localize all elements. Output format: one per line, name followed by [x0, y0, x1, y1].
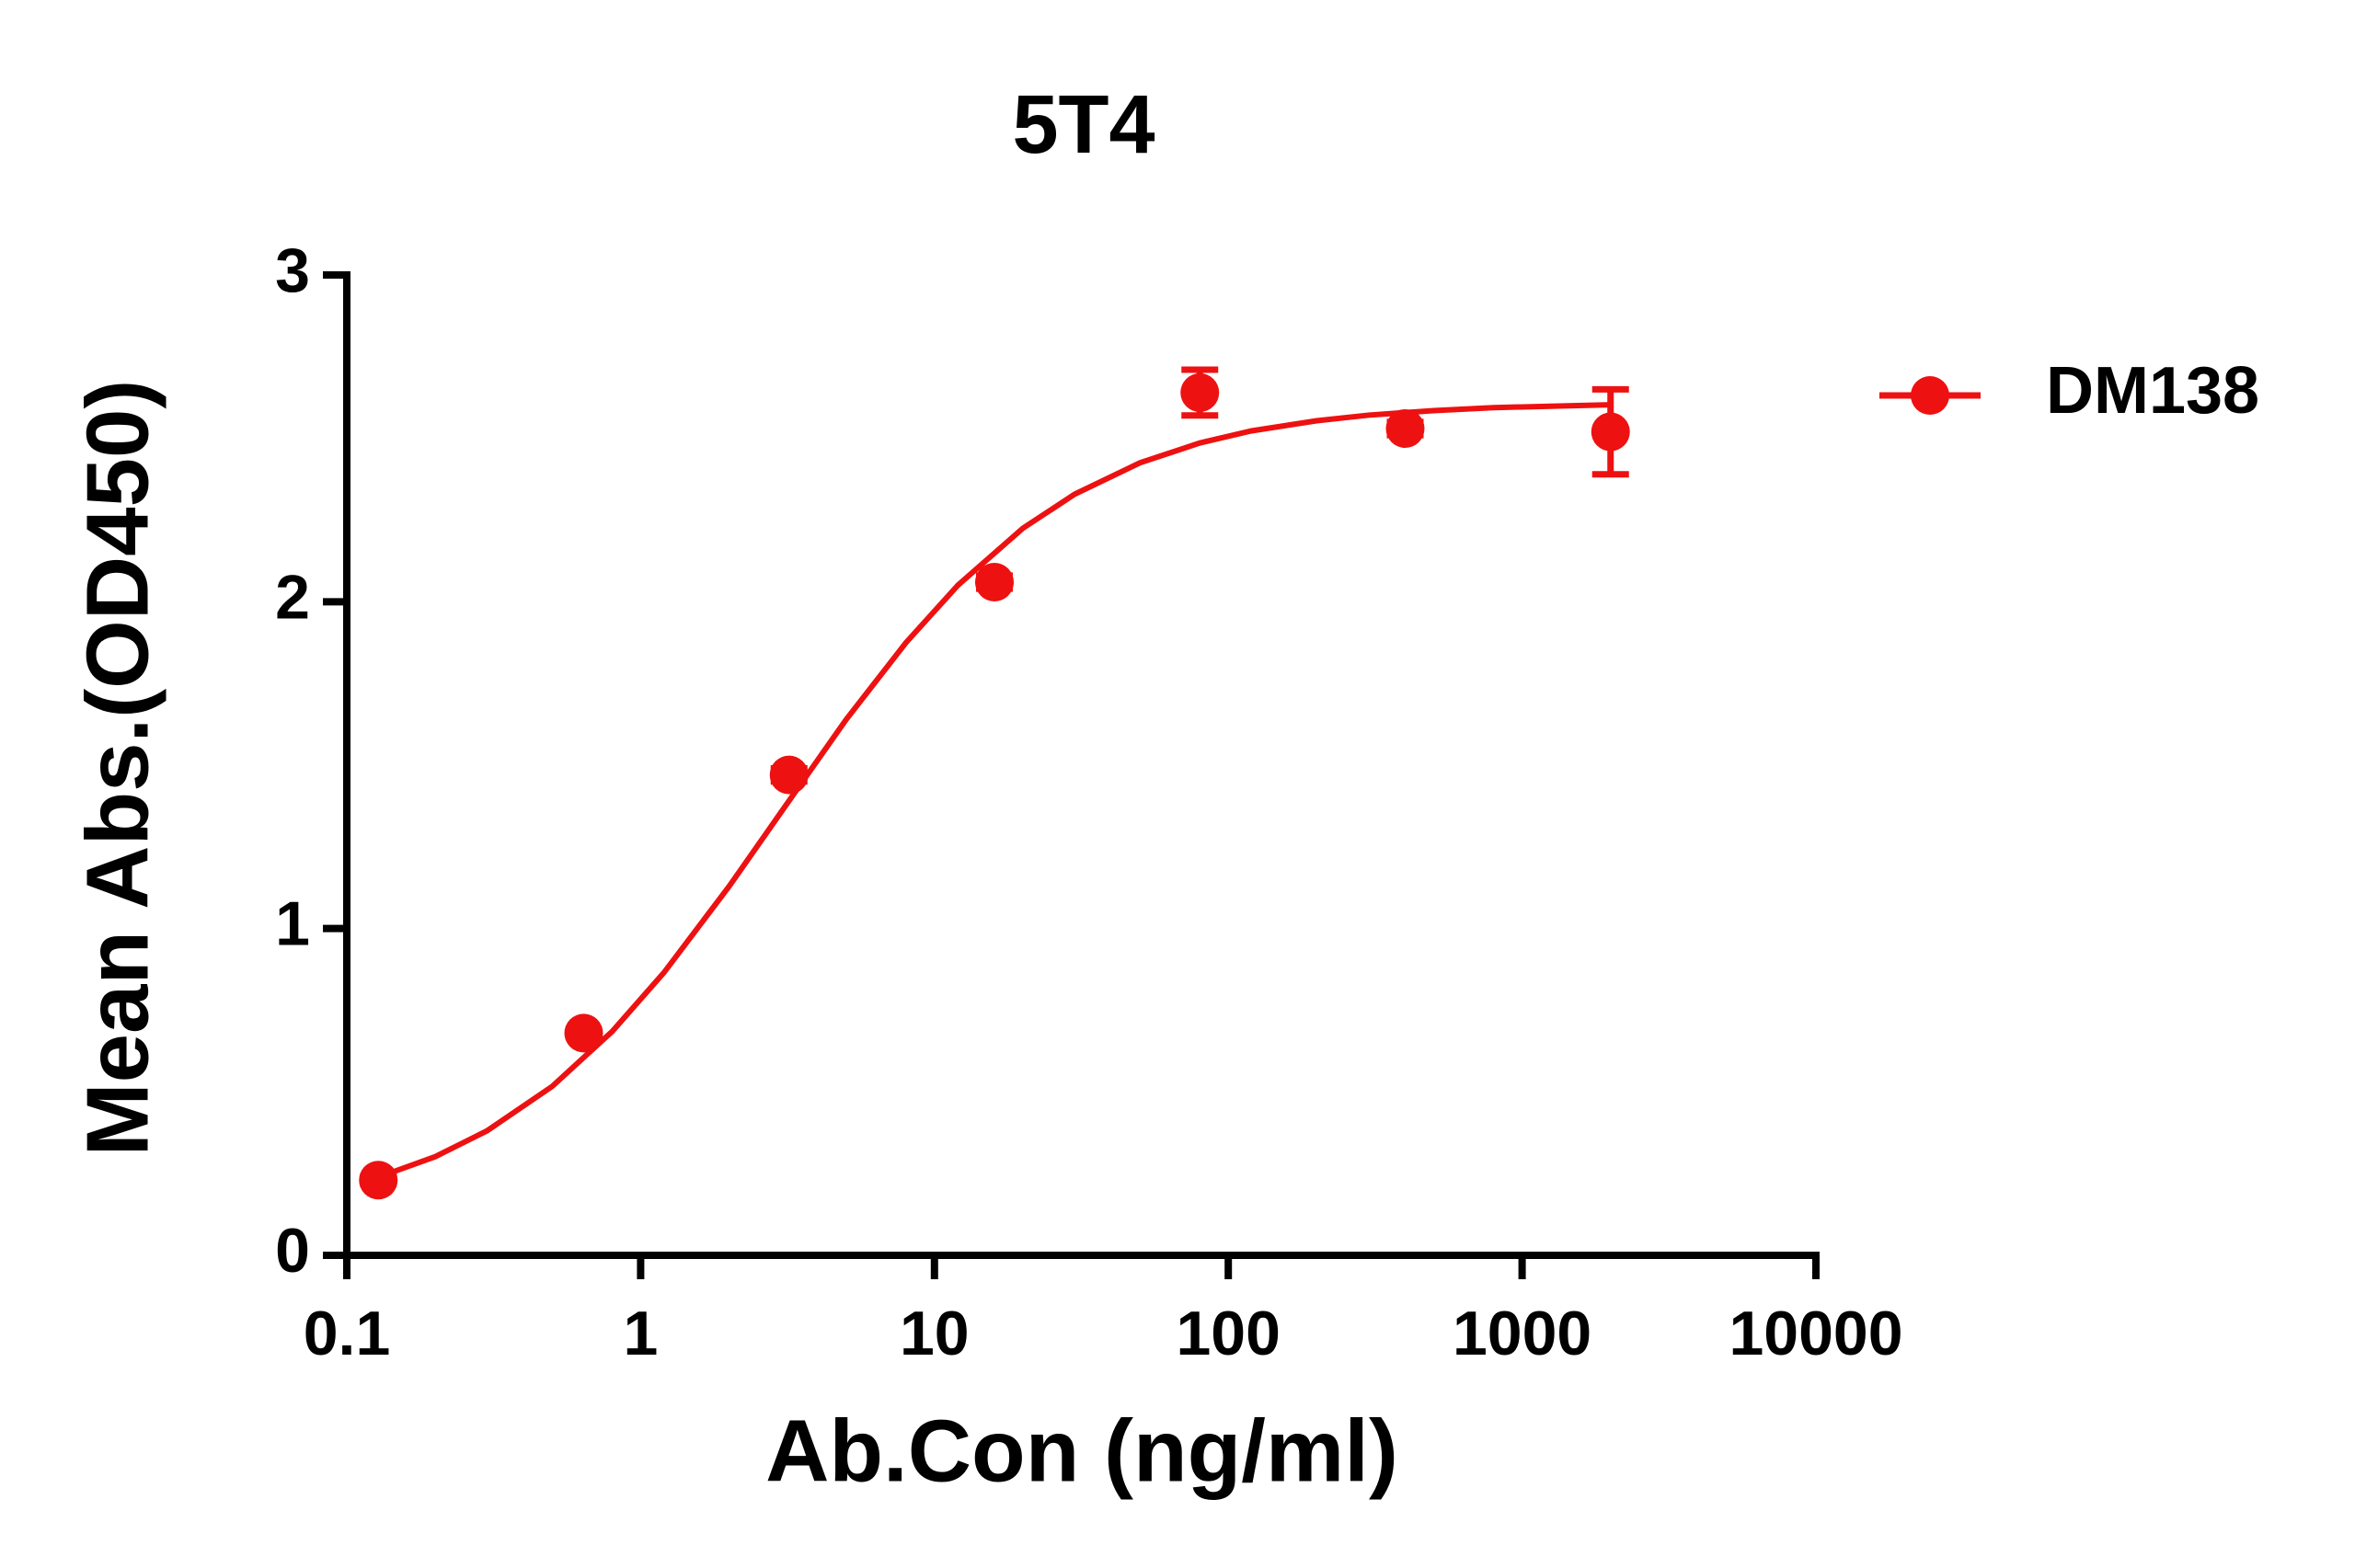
x-axis-label: Ab.Con (ng/ml) [765, 1402, 1398, 1500]
chart-title: 5T4 [1012, 79, 1155, 171]
data-point [769, 755, 809, 795]
x-tick-label: 10 [900, 1299, 970, 1368]
fit-curve [377, 402, 1611, 1180]
data-point [564, 1013, 603, 1053]
data-point [1591, 412, 1630, 452]
y-tick-label: 1 [275, 889, 310, 959]
y-tick-label: 3 [275, 235, 310, 305]
x-tick-label: 1 [623, 1299, 658, 1368]
legend-marker [1911, 376, 1949, 415]
legend-label: DM138 [2046, 354, 2259, 428]
data-point [1180, 372, 1220, 412]
data-point [974, 563, 1014, 602]
x-tick-label: 0.1 [304, 1299, 391, 1368]
x-tick-label: 100 [1176, 1299, 1280, 1368]
x-tick-label: 1000 [1453, 1299, 1591, 1368]
y-axis-label: Mean Abs.(OD450) [68, 380, 167, 1157]
data-point [1385, 409, 1425, 449]
y-tick-label: 2 [275, 562, 310, 632]
data-point [359, 1161, 398, 1200]
y-tick-label: 0 [275, 1216, 310, 1286]
x-tick-label: 10000 [1729, 1299, 1902, 1368]
